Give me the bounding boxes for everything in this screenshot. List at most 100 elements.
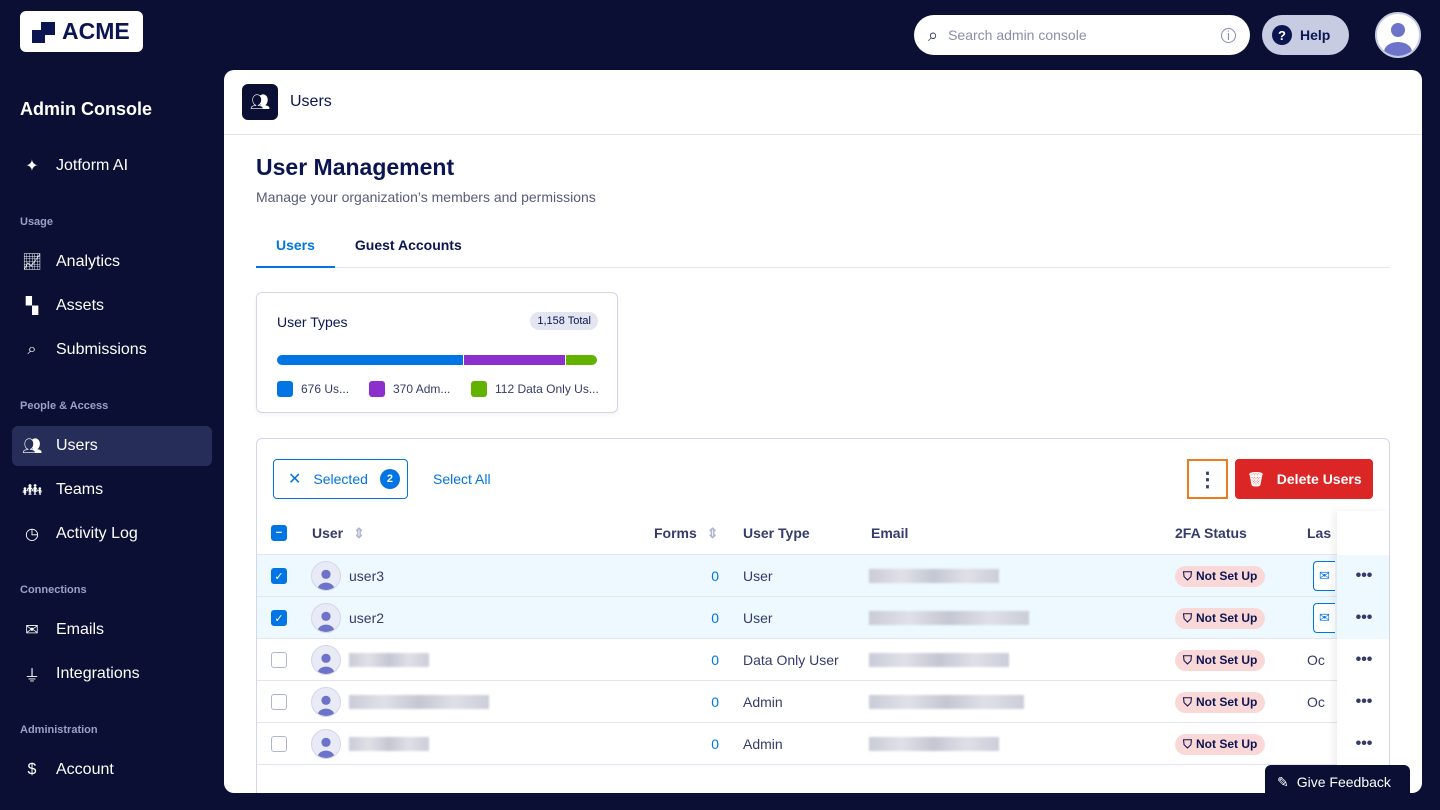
sidebar-item-users[interactable]: 👥︎ Users bbox=[12, 426, 212, 466]
user-name[interactable]: user2 bbox=[349, 610, 385, 626]
user-type: Admin bbox=[743, 694, 783, 710]
section-administration: Administration bbox=[20, 724, 98, 736]
user-type: Data Only User bbox=[743, 652, 839, 668]
table-row[interactable]: 0 Data Only User ⛉ Not Set Up Oc bbox=[257, 639, 1389, 681]
email-redacted bbox=[869, 611, 1029, 625]
profile-avatar[interactable] bbox=[1375, 12, 1421, 58]
sidebar-item-emails[interactable]: ✉ Emails bbox=[12, 610, 212, 650]
sidebar-item-analytics[interactable]: 📈︎ Analytics bbox=[12, 242, 212, 282]
sidebar-item-assets[interactable]: ▚ Assets bbox=[12, 286, 212, 326]
row-more-options-icon[interactable]: ••• bbox=[1337, 639, 1389, 681]
envelope-icon: ✉ bbox=[25, 622, 39, 639]
email-redacted bbox=[869, 695, 1024, 709]
chart-line-icon: 📈︎ bbox=[22, 254, 43, 271]
row-more-options-icon[interactable]: ••• bbox=[1337, 681, 1389, 723]
sidebar-item-label: Analytics bbox=[56, 253, 121, 270]
forms-count[interactable]: 0 bbox=[711, 736, 719, 752]
shield-off-icon: ⛉ bbox=[1183, 652, 1193, 667]
feedback-label: Give Feedback bbox=[1296, 774, 1391, 790]
selected-count: 2 bbox=[379, 469, 400, 489]
user-avatar-icon bbox=[1384, 23, 1412, 56]
legend-users: 676 Us... bbox=[277, 381, 349, 397]
row-more-options-icon[interactable]: ••• bbox=[1337, 723, 1389, 765]
last-login: Oc bbox=[1307, 652, 1325, 668]
row-checkbox[interactable]: ✓ bbox=[271, 568, 287, 584]
sidebar-item-activity-log[interactable]: ◷ Activity Log bbox=[12, 514, 212, 554]
email-redacted bbox=[869, 737, 999, 751]
tab-guest-accounts[interactable]: Guest Accounts bbox=[354, 237, 462, 253]
forms-count[interactable]: 0 bbox=[711, 652, 719, 668]
user-avatar bbox=[311, 687, 341, 717]
search-input[interactable]: ⌕ Search admin console i bbox=[914, 15, 1250, 55]
clear-selection-button[interactable]: ✕ Selected 2 bbox=[273, 459, 408, 499]
sidebar-item-label: Activity Log bbox=[56, 525, 138, 542]
give-feedback-button[interactable]: ✎ Give Feedback bbox=[1265, 765, 1410, 799]
user-name[interactable]: user3 bbox=[349, 568, 385, 584]
column-2fa: 2FA Status bbox=[1175, 525, 1247, 541]
column-user[interactable]: User ⇕ bbox=[312, 524, 365, 542]
sidebar-item-label: Account bbox=[56, 761, 114, 778]
row-checkbox[interactable] bbox=[271, 652, 287, 668]
user-avatar-icon bbox=[317, 611, 335, 632]
table-row[interactable]: 0 Admin ⛉ Not Set Up Oc bbox=[257, 681, 1389, 723]
acme-logo[interactable]: ACME bbox=[20, 11, 143, 52]
sidebar-item-submissions[interactable]: ⌕ Submissions bbox=[12, 330, 212, 370]
email-redacted bbox=[869, 653, 1009, 667]
more-actions-button[interactable]: ⋮ bbox=[1187, 459, 1228, 499]
sidebar-title: Admin Console bbox=[20, 99, 153, 119]
user-name-redacted bbox=[349, 653, 429, 667]
user-avatar bbox=[311, 645, 341, 675]
select-all-checkbox[interactable]: − bbox=[271, 525, 287, 541]
2fa-status-badge: ⛉ Not Set Up bbox=[1175, 691, 1266, 713]
user-type: Admin bbox=[743, 736, 783, 752]
row-checkbox[interactable] bbox=[271, 736, 287, 752]
info-icon[interactable]: i bbox=[1221, 27, 1236, 43]
sidebar-item-label: Jotform AI bbox=[56, 157, 129, 174]
sort-icon: ⇕ bbox=[706, 524, 719, 541]
select-all-link[interactable]: Select All bbox=[433, 471, 491, 487]
delete-users-button[interactable]: 🗑︎ Delete Users bbox=[1235, 459, 1373, 499]
column-last: Las bbox=[1307, 525, 1332, 541]
forms-count[interactable]: 0 bbox=[711, 610, 719, 626]
table-row[interactable]: ✓ user3 0 User ⛉ Not Set Up bbox=[257, 555, 1389, 597]
plug-icon: ⏚ bbox=[23, 668, 40, 685]
row-more-options-icon[interactable]: ••• bbox=[1337, 555, 1389, 597]
user-types-card: User Types 1,158 Total 676 Us... 370 Adm… bbox=[256, 292, 618, 413]
main-panel: 👥︎ Users User Management Manage your orga… bbox=[224, 70, 1422, 793]
email-redacted bbox=[869, 569, 999, 583]
sidebar-item-label: Emails bbox=[56, 621, 105, 638]
table-header: − User ⇕ Forms ⇕ User Type Email 2FA Statu… bbox=[257, 511, 1389, 555]
row-checkbox[interactable]: ✓ bbox=[271, 610, 287, 626]
panel-title: Users bbox=[290, 93, 332, 110]
2fa-status-badge: ⛉ Not Set Up bbox=[1175, 649, 1266, 671]
section-people: People & Access bbox=[20, 400, 109, 412]
forms-count[interactable]: 0 bbox=[711, 694, 719, 710]
sidebar-item-teams[interactable]: 👪︎ Teams bbox=[12, 470, 212, 510]
trash-icon: 🗑︎ bbox=[1247, 470, 1265, 487]
sidebar-item-jotform-ai[interactable]: ✦ Jotform AI bbox=[12, 146, 212, 186]
resend-invite-button[interactable]: ✉ bbox=[1313, 561, 1335, 591]
column-forms[interactable]: Forms ⇕ bbox=[654, 524, 719, 542]
sidebar-item-label: Users bbox=[56, 437, 98, 454]
help-button[interactable]: ? Help bbox=[1262, 15, 1349, 55]
user-avatar-icon bbox=[317, 737, 335, 758]
sort-icon: ⇕ bbox=[353, 524, 365, 541]
user-name-redacted bbox=[349, 737, 429, 751]
question-icon: ? bbox=[1272, 25, 1292, 45]
user-type: User bbox=[743, 610, 773, 626]
table-row[interactable]: ✓ user2 0 User ⛉ Not Set Up bbox=[257, 597, 1389, 639]
2fa-status-badge: ⛉ Not Set Up bbox=[1175, 733, 1266, 755]
row-more-options-icon[interactable]: ••• bbox=[1337, 597, 1389, 639]
row-checkbox[interactable] bbox=[271, 694, 287, 710]
users-icon: 👥︎ bbox=[242, 84, 278, 120]
forms-count[interactable]: 0 bbox=[711, 568, 719, 584]
bar-segment bbox=[566, 355, 597, 365]
resend-invite-button[interactable]: ✉ bbox=[1313, 603, 1335, 633]
sidebar-item-account[interactable]: $ Account bbox=[12, 750, 212, 790]
tab-users[interactable]: Users bbox=[256, 230, 335, 268]
user-types-bar bbox=[277, 355, 597, 365]
logo-text: ACME bbox=[62, 18, 130, 44]
table-row[interactable]: 0 Admin ⛉ Not Set Up bbox=[257, 723, 1389, 765]
sidebar-item-integrations[interactable]: ⏚ Integrations bbox=[12, 654, 212, 694]
user-avatar bbox=[311, 729, 341, 759]
